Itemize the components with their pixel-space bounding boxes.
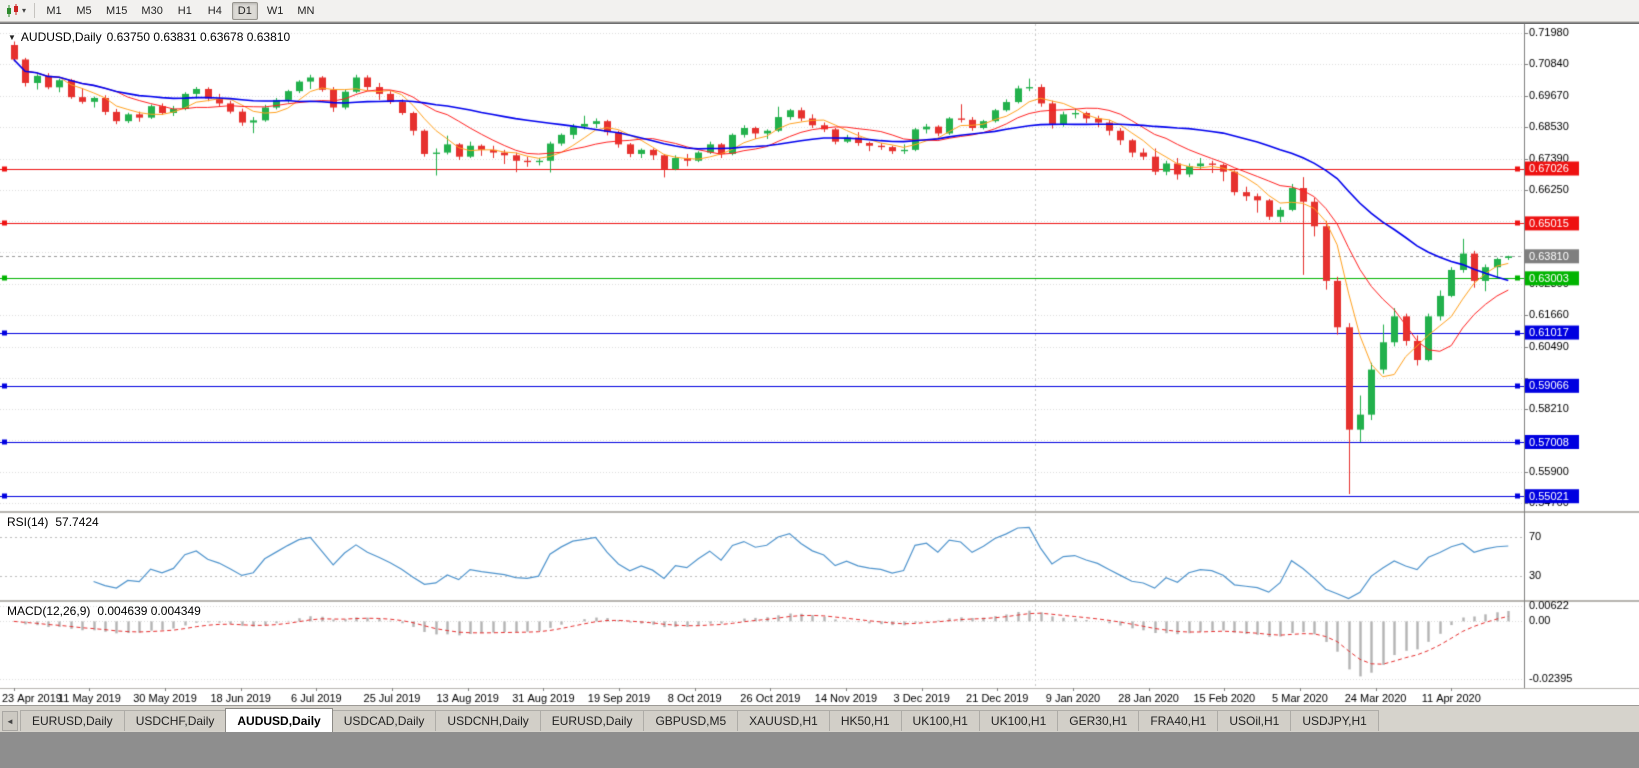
chart-tab-uk100-h1[interactable]: UK100,H1 xyxy=(978,710,1059,731)
price-chart-canvas[interactable] xyxy=(0,24,1639,706)
timeframe-button-group: M1 M5 M15 M30 H1 H4 D1 W1 MN xyxy=(41,1,319,20)
chart-tab-usdjpy-h1[interactable]: USDJPY,H1 xyxy=(1290,710,1379,731)
chart-tab-usdcad-daily[interactable]: USDCAD,Daily xyxy=(331,710,437,731)
status-bar-area xyxy=(0,732,1639,768)
chart-type-dropdown-icon[interactable]: ▾ xyxy=(22,6,27,15)
timeframe-button-d1[interactable]: D1 xyxy=(231,1,258,20)
timeframe-button-mn[interactable]: MN xyxy=(297,4,315,17)
chart-tab-fra40-h1[interactable]: FRA40,H1 xyxy=(1138,710,1219,731)
chart-tab-usoil-h1[interactable]: USOil,H1 xyxy=(1217,710,1292,731)
symbol-dropdown-icon[interactable]: ▼ xyxy=(8,32,16,42)
timeframe-button-w1[interactable]: W1 xyxy=(266,4,284,17)
chart-tab-uk100-h1[interactable]: UK100,H1 xyxy=(900,710,980,731)
timeframe-button-m15[interactable]: M15 xyxy=(106,4,128,17)
timeframe-button-m1[interactable]: M1 xyxy=(46,4,62,17)
chart-tab-audusd-daily[interactable]: AUDUSD,Daily xyxy=(225,708,333,732)
chart-tab-eurusd-daily[interactable]: EURUSD,Daily xyxy=(539,710,645,731)
timeframe-toolbar: ▾ M1 M5 M15 M30 H1 H4 D1 W1 MN xyxy=(0,0,1639,22)
chart-tab-bar: ◄ EURUSD,Daily USDCHF,Daily AUDUSD,Daily US… xyxy=(0,705,1639,732)
tab-scroll-left-button[interactable]: ◄ xyxy=(2,711,18,731)
chart-type-icon[interactable] xyxy=(4,3,22,19)
timeframe-button-m5[interactable]: M5 xyxy=(76,4,92,17)
chart-tab-ger30-h1[interactable]: GER30,H1 xyxy=(1057,710,1140,731)
chart-tab-usdchf-daily[interactable]: USDCHF,Daily xyxy=(123,710,227,731)
timeframe-button-h4[interactable]: H4 xyxy=(207,4,222,17)
chart-tab-usdcnh-daily[interactable]: USDCNH,Daily xyxy=(435,710,541,731)
chart-tab-eurusd-daily[interactable]: EURUSD,Daily xyxy=(20,710,125,731)
chart-window: ▼ AUDUSD,Daily 0.63750 0.63831 0.63678 0… xyxy=(0,23,1639,706)
chart-tab-list: EURUSD,Daily USDCHF,Daily AUDUSD,Daily USDC… xyxy=(20,708,1379,732)
toolbar-separator xyxy=(34,3,36,18)
timeframe-button-h1[interactable]: H1 xyxy=(177,4,192,17)
chart-tab-hk50-h1[interactable]: HK50,H1 xyxy=(828,710,902,731)
timeframe-button-m30[interactable]: M30 xyxy=(141,4,163,17)
chart-tab-gbpusd-m5[interactable]: GBPUSD,M5 xyxy=(643,710,739,731)
chart-tab-xauusd-h1[interactable]: XAUUSD,H1 xyxy=(737,710,830,731)
